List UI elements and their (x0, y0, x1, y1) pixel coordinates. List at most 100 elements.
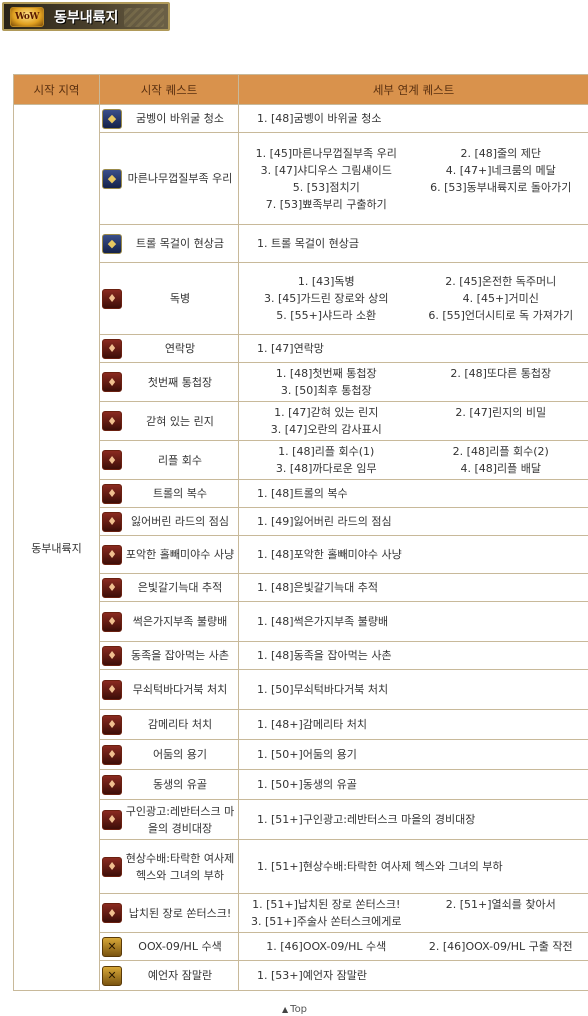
horde-faction-icon: ♦ (102, 577, 122, 598)
detail-quest: 2. [48]리플 회수(2) (452, 445, 549, 458)
detail-quest: 1. [48]리플 회수(1) (278, 445, 375, 458)
start-quest-name: 독병 (169, 292, 191, 305)
wow-logo: WoW (10, 6, 44, 27)
detail-quest: 1. [47]연락망 (257, 342, 324, 355)
table-row: ♦ 잃어버린 라드의 점심 1. [49]잃어버린 라드의 점심 (14, 507, 588, 536)
table-row: ♦ 감메리타 처치 1. [48+]감메리타 처치 (14, 709, 588, 740)
detail-quest: 1. [43]독병 (297, 275, 355, 288)
start-quest-name: 갇혀 있는 린지 (146, 414, 214, 428)
detail-quest: 1. [48]첫번째 통첩장 (275, 367, 377, 380)
detail-quest (418, 196, 585, 213)
table-row: ✕ 예언자 잠말란 1. [53+]예언자 잠말란 (14, 960, 588, 991)
start-quest-cell: ♦ 동족을 잡아먹는 사촌 (99, 641, 239, 670)
detail-quest: 1. [51+]납치된 장로 쏜터스크! (252, 898, 401, 911)
detail-quest: 3. [47]샤디우스 그림섀이드 (260, 163, 392, 177)
table-row: ◆ 트롤 목걸이 현상금 1. 트롤 목걸이 현상금 (14, 224, 588, 263)
horde-faction-icon: ♦ (102, 856, 122, 877)
start-quest-cell: ♦ 은빛갈기늑대 추적 (99, 573, 239, 602)
detail-quest: 6. [55]언더시티로 독 가져가기 (428, 309, 574, 322)
table-row: ✕ OOX-09/HL 수색 1. [46]OOX-09/HL 수색 2. [46]O… (14, 932, 588, 961)
region-cell: 동부내륙지 (13, 104, 100, 991)
detail-quest: 1. [48]트롤의 복수 (257, 487, 348, 500)
detail-quest-cell: 1. [48]포악한 홀빼미야수 사냥 (238, 535, 588, 574)
detail-quest: 1. [50+]어둠의 용기 (257, 748, 357, 761)
detail-quest-cell: 1. [53+]예언자 잠말란 (238, 960, 588, 991)
detail-quest-cell: 1. [51+]현상수배:타락한 여사제 헥스와 그녀의 부하 (238, 839, 588, 894)
detail-quest: 7. [53]뾰족부리 구출하기 (265, 197, 387, 211)
table-row: ♦ 동족을 잡아먹는 사촌 1. [48]동족을 잡아먹는 사촌 (14, 641, 588, 670)
detail-quest: 1. [51+]현상수배:타락한 여사제 헥스와 그녀의 부하 (257, 860, 503, 873)
detail-quest: 6. [53]동부내륙지로 돌아가기 (430, 180, 572, 194)
detail-quest: 1. [45]마른나무껍질부족 우리 (255, 146, 397, 160)
start-quest-name: 예언자 잠말란 (147, 969, 213, 982)
start-quest-name: OOX-09/HL 수색 (138, 940, 222, 953)
table-row: ♦ 납치된 장로 쏜터스크! 1. [51+]납치된 장로 쏜터스크! 2. [51+… (14, 893, 588, 933)
horde-faction-icon: ♦ (102, 544, 122, 565)
detail-quest-cell: 1. [50+]어둠의 용기 (238, 739, 588, 770)
horde-faction-icon: ♦ (102, 511, 122, 532)
horde-faction-icon: ♦ (102, 611, 122, 632)
detail-quest-cell: 1. [45]마른나무껍질부족 우리 2. [48]줄의 제단 3. [47]샤디우… (238, 132, 588, 225)
start-quest-cell: ♦ 납치된 장로 쏜터스크! (99, 893, 239, 933)
detail-quest-cell: 1. [48]첫번째 통첩장 2. [48]또다른 통첩장 3. [50]최후 통첩… (238, 362, 588, 402)
detail-quest-cell: 1. [48]굼벵이 바위굴 청소 (238, 104, 588, 133)
horde-faction-icon: ♦ (102, 903, 122, 923)
table-row: ♦ 리플 회수 1. [48]리플 회수(1) 2. [48]리플 회수(2) 3. [… (14, 440, 588, 480)
detail-quest: 5. [53]점치기 (292, 180, 360, 194)
alliance-faction-icon: ◆ (102, 233, 122, 254)
start-quest-cell: ◆ 굼벵이 바위굴 청소 (99, 104, 239, 133)
horde-faction-icon: ♦ (102, 809, 122, 830)
start-quest-cell: ♦ 포악한 홀빼미야수 사냥 (99, 535, 239, 574)
detail-quest: 1. [50]무쇠턱바다거북 처치 (257, 683, 389, 696)
horde-faction-icon: ♦ (102, 645, 122, 666)
detail-quest: 2. [51+]열쇠를 찾아서 (445, 898, 556, 911)
detail-quest: 2. [46]OOX-09/HL 구출 작전 (428, 940, 573, 953)
detail-quest: 1. [51+]구인광고:레반터스크 마을의 경비대장 (257, 813, 476, 826)
detail-quest: 3. [50]최후 통첩장 (280, 384, 372, 397)
start-quest-cell: ♦ 독병 (99, 262, 239, 335)
detail-quest: 1. [53+]예언자 잠말란 (257, 969, 368, 982)
start-quest-cell: ♦ 동생의 유골 (99, 769, 239, 800)
detail-quest-cell: 1. 트롤 목걸이 현상금 (238, 224, 588, 263)
detail-quest (418, 421, 585, 438)
horde-faction-icon: ♦ (102, 679, 122, 700)
start-quest-name: 트롤 목걸이 현상금 (136, 237, 224, 250)
table-row: ♦ 어둠의 용기 1. [50+]어둠의 용기 (14, 739, 588, 770)
start-quest-name: 마른나무껍질부족 우리 (127, 172, 233, 185)
start-quest-name: 납치된 장로 쏜터스크! (128, 906, 232, 920)
detail-quest: 1. [48]은빛갈기늑대 추적 (257, 581, 379, 594)
detail-quest: 1. [47]갇혀 있는 린지 (274, 406, 379, 419)
start-quest-cell: ♦ 갇혀 있는 린지 (99, 401, 239, 441)
start-quest-cell: ◆ 마른나무껍질부족 우리 (99, 132, 239, 225)
horde-faction-icon: ♦ (102, 774, 122, 795)
start-quest-cell: ♦ 리플 회수 (99, 440, 239, 480)
horde-faction-icon: ♦ (102, 338, 122, 359)
start-quest-cell: ♦ 썩은가지부족 불량배 (99, 601, 239, 642)
detail-quest-cell: 1. [50+]동생의 유골 (238, 769, 588, 800)
start-quest-name: 감메리타 처치 (147, 718, 213, 731)
detail-quest-cell: 1. [43]독병 2. [45]온전한 독주머니 3. [45]가드린 장로와 상… (238, 262, 588, 335)
detail-quest: 3. [51+]주술사 쏜터스크에게로 (251, 915, 402, 928)
detail-quest: 4. [48]리플 배달 (460, 462, 542, 475)
start-quest-name: 리플 회수 (158, 453, 202, 467)
detail-quest: 2. [45]온전한 독주머니 (445, 275, 557, 288)
detail-quest: 1. [50+]동생의 유골 (257, 778, 357, 791)
alliance-faction-icon: ◆ (102, 168, 122, 189)
detail-quest: 1. 트롤 목걸이 현상금 (257, 237, 359, 250)
start-quest-cell: ♦ 현상수배:타락한 여사제 헥스와 그녀의 부하 (99, 839, 239, 894)
back-to-top-link[interactable]: ▲ Top (282, 1004, 307, 1015)
horde-faction-icon: ♦ (102, 744, 122, 765)
detail-quest-cell: 1. [48]리플 회수(1) 2. [48]리플 회수(2) 3. [48]까다로… (238, 440, 588, 480)
detail-quest-cell: 1. [48]트롤의 복수 (238, 479, 588, 508)
detail-quest-cell: 1. [51+]구인광고:레반터스크 마을의 경비대장 (238, 799, 588, 840)
detail-quest-cell: 1. [47]갇혀 있는 린지 2. [47]린지의 비밀 3. [47]오란의 감… (238, 401, 588, 441)
detail-quest-cell: 1. [48]은빛갈기늑대 추적 (238, 573, 588, 602)
detail-quest: 1. [49]잃어버린 라드의 점심 (257, 515, 392, 528)
badge-decoration (124, 8, 164, 27)
detail-quest (418, 382, 585, 399)
detail-quest: 2. [48]줄의 제단 (460, 146, 542, 160)
detail-quest: 1. [48]썩은가지부족 불량배 (257, 615, 389, 628)
start-quest-name: 구인광고:레반터스크 마을의 경비대장 (125, 804, 235, 835)
detail-quest-cell: 1. [48]동족을 잡아먹는 사촌 (238, 641, 588, 670)
table-row: ♦ 포악한 홀빼미야수 사냥 1. [48]포악한 홀빼미야수 사냥 (14, 535, 588, 574)
